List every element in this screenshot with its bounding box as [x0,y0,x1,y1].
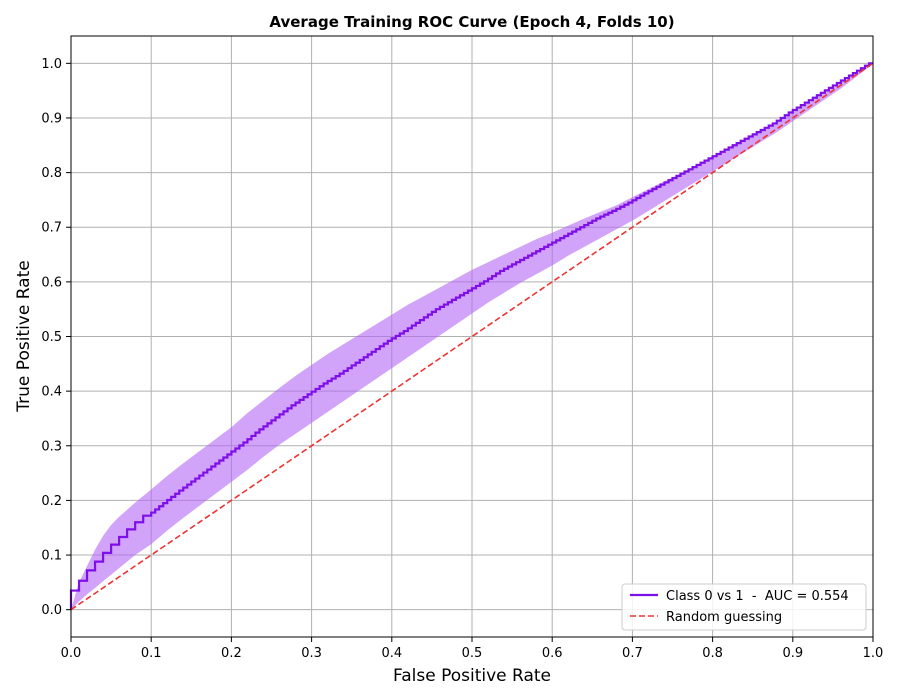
x-ticks: 0.0 0.1 0.2 0.3 0.4 0.5 0.6 0.7 0.8 0.9 1.0 [61,637,884,661]
legend-label-random: Random guessing [666,610,782,625]
y-tick-label: 0.3 [41,439,62,454]
legend-label-roc: Class 0 vs 1 - AUC = 0.554 [666,589,849,604]
x-tick-label: 1.0 [863,646,884,661]
y-tick-label: 0.0 [41,603,62,618]
x-tick-label: 0.1 [141,646,162,661]
x-tick-label: 0.8 [702,646,723,661]
series-lines [69,62,874,611]
x-tick-label: 0.6 [542,646,563,661]
legend-box [621,583,867,631]
chart-title: Average Training ROC Curve (Epoch 4, Fol… [269,13,674,31]
x-tick-label: 0.5 [462,646,483,661]
grid [70,36,874,637]
y-ticks: 0.0 0.1 0.2 0.3 0.4 0.5 0.6 0.7 0.8 0.9 1.0 [41,57,71,618]
roc-curve-line [69,62,873,610]
x-tick-label: 0.0 [61,646,82,661]
x-axis-label: False Positive Rate [393,666,551,686]
y-axis-label: True Positive Rate [14,260,34,412]
y-tick-label: 1.0 [41,57,62,72]
y-tick-label: 0.1 [41,549,62,564]
legend: Class 0 vs 1 - AUC = 0.554 Random guessin… [621,583,867,631]
y-tick-label: 0.5 [41,330,62,345]
y-tick-label: 0.2 [41,494,62,509]
y-tick-label: 0.6 [41,275,62,290]
x-tick-label: 0.9 [782,646,803,661]
x-tick-label: 0.2 [221,646,242,661]
x-tick-label: 0.7 [622,646,643,661]
x-tick-label: 0.4 [381,646,402,661]
y-tick-label: 0.7 [41,221,62,236]
y-tick-label: 0.9 [41,111,62,126]
y-tick-label: 0.4 [41,385,62,400]
y-tick-label: 0.8 [41,166,62,181]
x-tick-label: 0.3 [301,646,322,661]
